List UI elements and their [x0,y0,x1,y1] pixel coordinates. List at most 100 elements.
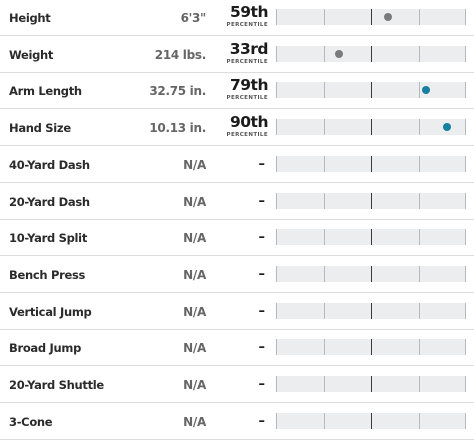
track-tick [324,339,325,356]
percentile-caption: PERCENTILE [226,22,268,28]
track-tick [419,155,420,172]
metric-label: Hand Size [9,121,71,136]
percentile-track [276,376,466,392]
track-tick [419,376,420,392]
metric-value: N/A [183,231,206,246]
track-tick [465,265,466,282]
metric-label: 3-Cone [9,414,53,429]
percentile-block: 90th PERCENTILE [208,113,269,139]
measurement-row: 3-Cone N/A – [0,404,474,440]
track-midline [371,45,372,62]
track-tick [465,229,466,246]
track-tick [276,412,277,429]
metric-label: Bench Press [9,267,86,282]
measurement-row: 10-Yard Split N/A – [0,220,474,257]
metric-label: 20-Yard Shuttle [9,378,104,392]
percentile-track [276,412,466,429]
measurement-row: 20-Yard Dash N/A – [0,184,474,220]
track-tick [324,265,325,282]
percentile-rank: 33rd [229,39,269,58]
measurement-row: Height 6'3" 59th PERCENTILE [0,0,474,36]
track-tick [276,155,277,172]
track-tick [324,45,325,62]
measurement-row: Broad Jump N/A – [0,330,474,367]
measurement-row: Hand Size 10.13 in. 90th PERCENTILE [0,110,474,147]
metric-value: 10.13 in. [149,121,206,136]
metric-value: N/A [183,304,206,319]
metric-value: N/A [183,194,206,209]
percentile-track [276,265,466,282]
track-tick [276,376,277,392]
percentile-marker [443,123,451,132]
metric-value: 32.75 in. [149,84,206,99]
track-midline [371,119,372,136]
percentile-empty-dash: – [258,413,266,429]
track-tick [465,376,466,392]
track-tick [465,82,466,99]
measurement-row: Bench Press N/A – [0,257,474,293]
metric-label: 10-Yard Split [9,231,88,246]
percentile-marker [384,13,393,21]
track-tick [276,229,277,246]
metric-value: 6'3" [180,11,207,25]
percentile-track [276,45,466,62]
percentile-caption: PERCENTILE [226,132,268,139]
percentile-track [276,229,466,246]
metric-label: Height [9,11,51,25]
track-tick [419,82,420,99]
measurement-row: Arm Length 32.75 in. 79th PERCENTILE [0,73,474,110]
track-tick [324,302,325,319]
track-midline [371,302,372,319]
track-midline [371,192,372,209]
track-midline [371,339,372,356]
track-tick [276,192,277,209]
track-tick [465,192,466,209]
track-midline [371,229,372,246]
percentile-empty-dash: – [258,377,266,392]
percentile-caption: PERCENTILE [226,95,268,102]
track-midline [371,9,372,25]
track-tick [324,229,325,246]
track-tick [465,119,466,136]
metric-label: Weight [9,47,54,62]
percentile-track [276,192,466,209]
percentile-track [276,302,466,319]
metric-label: Arm Length [9,84,82,99]
percentile-rank: 90th [229,113,269,132]
track-tick [465,9,466,25]
track-tick [419,265,420,282]
percentile-track [276,9,466,25]
track-tick [419,302,420,319]
percentile-empty-dash: – [258,193,266,209]
percentile-empty-dash: – [258,156,266,172]
metric-value: N/A [183,267,206,282]
track-tick [324,192,325,209]
track-midline [371,376,372,392]
percentile-track [276,155,466,172]
metric-value: N/A [183,378,206,392]
track-midline [371,155,372,172]
track-tick [419,339,420,356]
track-tick [419,192,420,209]
metric-value: N/A [183,414,206,429]
track-tick [276,45,277,62]
measurement-row: 40-Yard Dash N/A – [0,147,474,183]
track-tick [419,229,420,246]
track-midline [371,412,372,429]
track-tick [419,412,420,429]
track-midline [371,82,372,99]
percentile-caption: PERCENTILE [226,58,268,65]
track-tick [419,45,420,62]
metric-label: 20-Yard Dash [9,194,90,209]
percentile-empty-dash: – [258,303,266,319]
track-tick [465,412,466,429]
percentile-empty-dash: – [258,266,266,282]
metric-label: Vertical Jump [9,304,92,319]
percentile-rank: 79th [229,76,269,95]
metric-label: Broad Jump [9,341,82,356]
percentile-rank: 59th [229,3,269,21]
measurement-row: 20-Yard Shuttle N/A – [0,367,474,403]
percentile-block: 79th PERCENTILE [208,76,269,102]
track-tick [324,9,325,25]
metric-value: 214 lbs. [154,47,207,62]
